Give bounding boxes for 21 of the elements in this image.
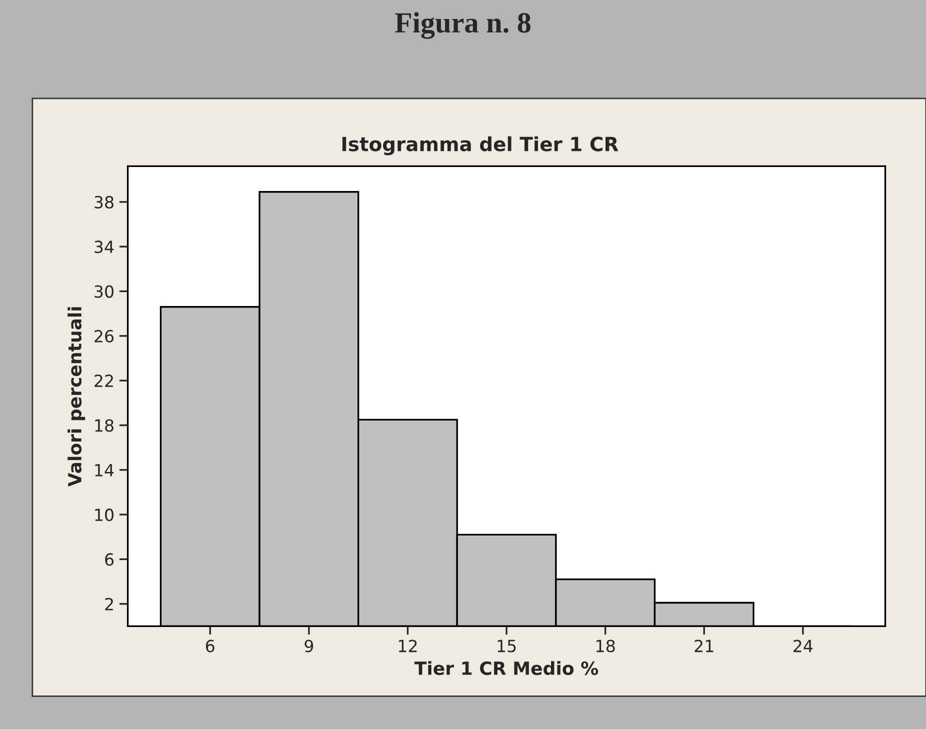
y-tick-label: 14 xyxy=(95,464,114,476)
x-tick-label: 18 xyxy=(596,640,615,652)
y-tick-label: 22 xyxy=(94,374,113,387)
y-tick-label: 2 xyxy=(105,598,113,610)
y-tick-label: 38 xyxy=(94,196,114,209)
chart-subtitle: Istogramma del Tier 1 CR xyxy=(342,136,618,156)
x-tick-label: 15 xyxy=(498,640,516,652)
x-axis-title: Tier 1 CR Medio % xyxy=(414,661,598,676)
y-tick-label: 10 xyxy=(95,508,114,522)
y-tick-label: 26 xyxy=(94,330,114,342)
y-tick-label: 18 xyxy=(95,419,114,432)
x-tick-label: 12 xyxy=(398,640,417,652)
y-tick-label: 34 xyxy=(94,240,114,254)
chart-title: Figura n. 8 xyxy=(395,12,530,39)
x-tick-label: 9 xyxy=(304,640,314,652)
y-tick-label: 6 xyxy=(105,553,114,566)
x-tick-label: 6 xyxy=(206,640,214,652)
x-tick-label: 24 xyxy=(794,640,813,652)
y-tick-label: 30 xyxy=(94,285,114,298)
y-axis-title: Valori percentuali xyxy=(68,307,86,487)
x-tick-label: 21 xyxy=(694,640,714,652)
